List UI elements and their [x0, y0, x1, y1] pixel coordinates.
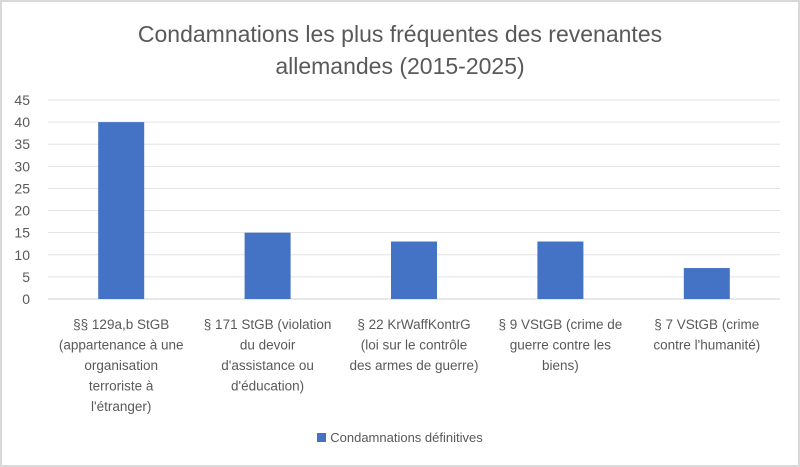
x-tick-label-line: organisation	[84, 358, 158, 373]
y-tick-label: 10	[14, 247, 30, 263]
bar	[391, 242, 437, 299]
x-tick-label-line: (loi sur le contrôle	[361, 338, 468, 353]
x-tick-label-line: biens)	[542, 358, 579, 373]
x-tick-label-line: terroriste à	[89, 379, 154, 394]
y-tick-label: 20	[14, 203, 30, 219]
legend: Condamnations définitives	[0, 430, 800, 445]
bar	[98, 122, 144, 299]
x-tick-label-line: d'éducation)	[231, 379, 304, 394]
legend-swatch	[317, 433, 326, 442]
x-tick-label-line: du devoir	[240, 338, 296, 353]
x-tick-label-line: guerre contre les	[510, 338, 612, 353]
x-tick-label-line: l'étranger)	[91, 399, 151, 414]
legend-label: Condamnations définitives	[330, 430, 482, 445]
y-tick-label: 25	[14, 180, 30, 196]
x-tick-label: §§ 129a,b StGB (appartenance à une organis…	[59, 317, 184, 414]
y-tick-label: 40	[14, 114, 30, 130]
x-tick-label-line: contre l'humanité)	[653, 338, 760, 353]
x-tick-label: § 171 StGB (violation du devoir d'assistan…	[204, 317, 332, 394]
y-tick-label: 5	[22, 269, 30, 285]
x-tick-label-line: des armes de guerre)	[349, 358, 478, 373]
x-tick-label: § 22 KrWaffKontrG (loi sur le contrôle des…	[349, 317, 478, 373]
y-tick-label: 0	[22, 291, 30, 307]
y-tick-label: 35	[14, 136, 30, 152]
x-tick-label-line: (appartenance à une	[59, 338, 184, 353]
y-tick-label: 45	[14, 92, 30, 108]
x-tick-label-line: § 171 StGB (violation	[204, 317, 332, 332]
y-tick-label: 15	[14, 225, 30, 241]
x-tick-label: § 7 VStGB (crime contre l'humanité)	[653, 317, 760, 353]
y-tick-label: 30	[14, 158, 30, 174]
x-tick-label-line: d'assistance ou	[221, 358, 314, 373]
bar	[537, 242, 583, 299]
x-tick-label-line: § 22 KrWaffKontrG	[357, 317, 470, 332]
x-tick-label-line: § 7 VStGB (crime	[654, 317, 759, 332]
bar	[245, 233, 291, 299]
x-tick-label-line: § 9 VStGB (crime de	[499, 317, 623, 332]
x-tick-label-line: §§ 129a,b StGB	[73, 317, 169, 332]
x-tick-label: § 9 VStGB (crime de guerre contre les bien…	[499, 317, 623, 373]
bar	[684, 268, 730, 299]
